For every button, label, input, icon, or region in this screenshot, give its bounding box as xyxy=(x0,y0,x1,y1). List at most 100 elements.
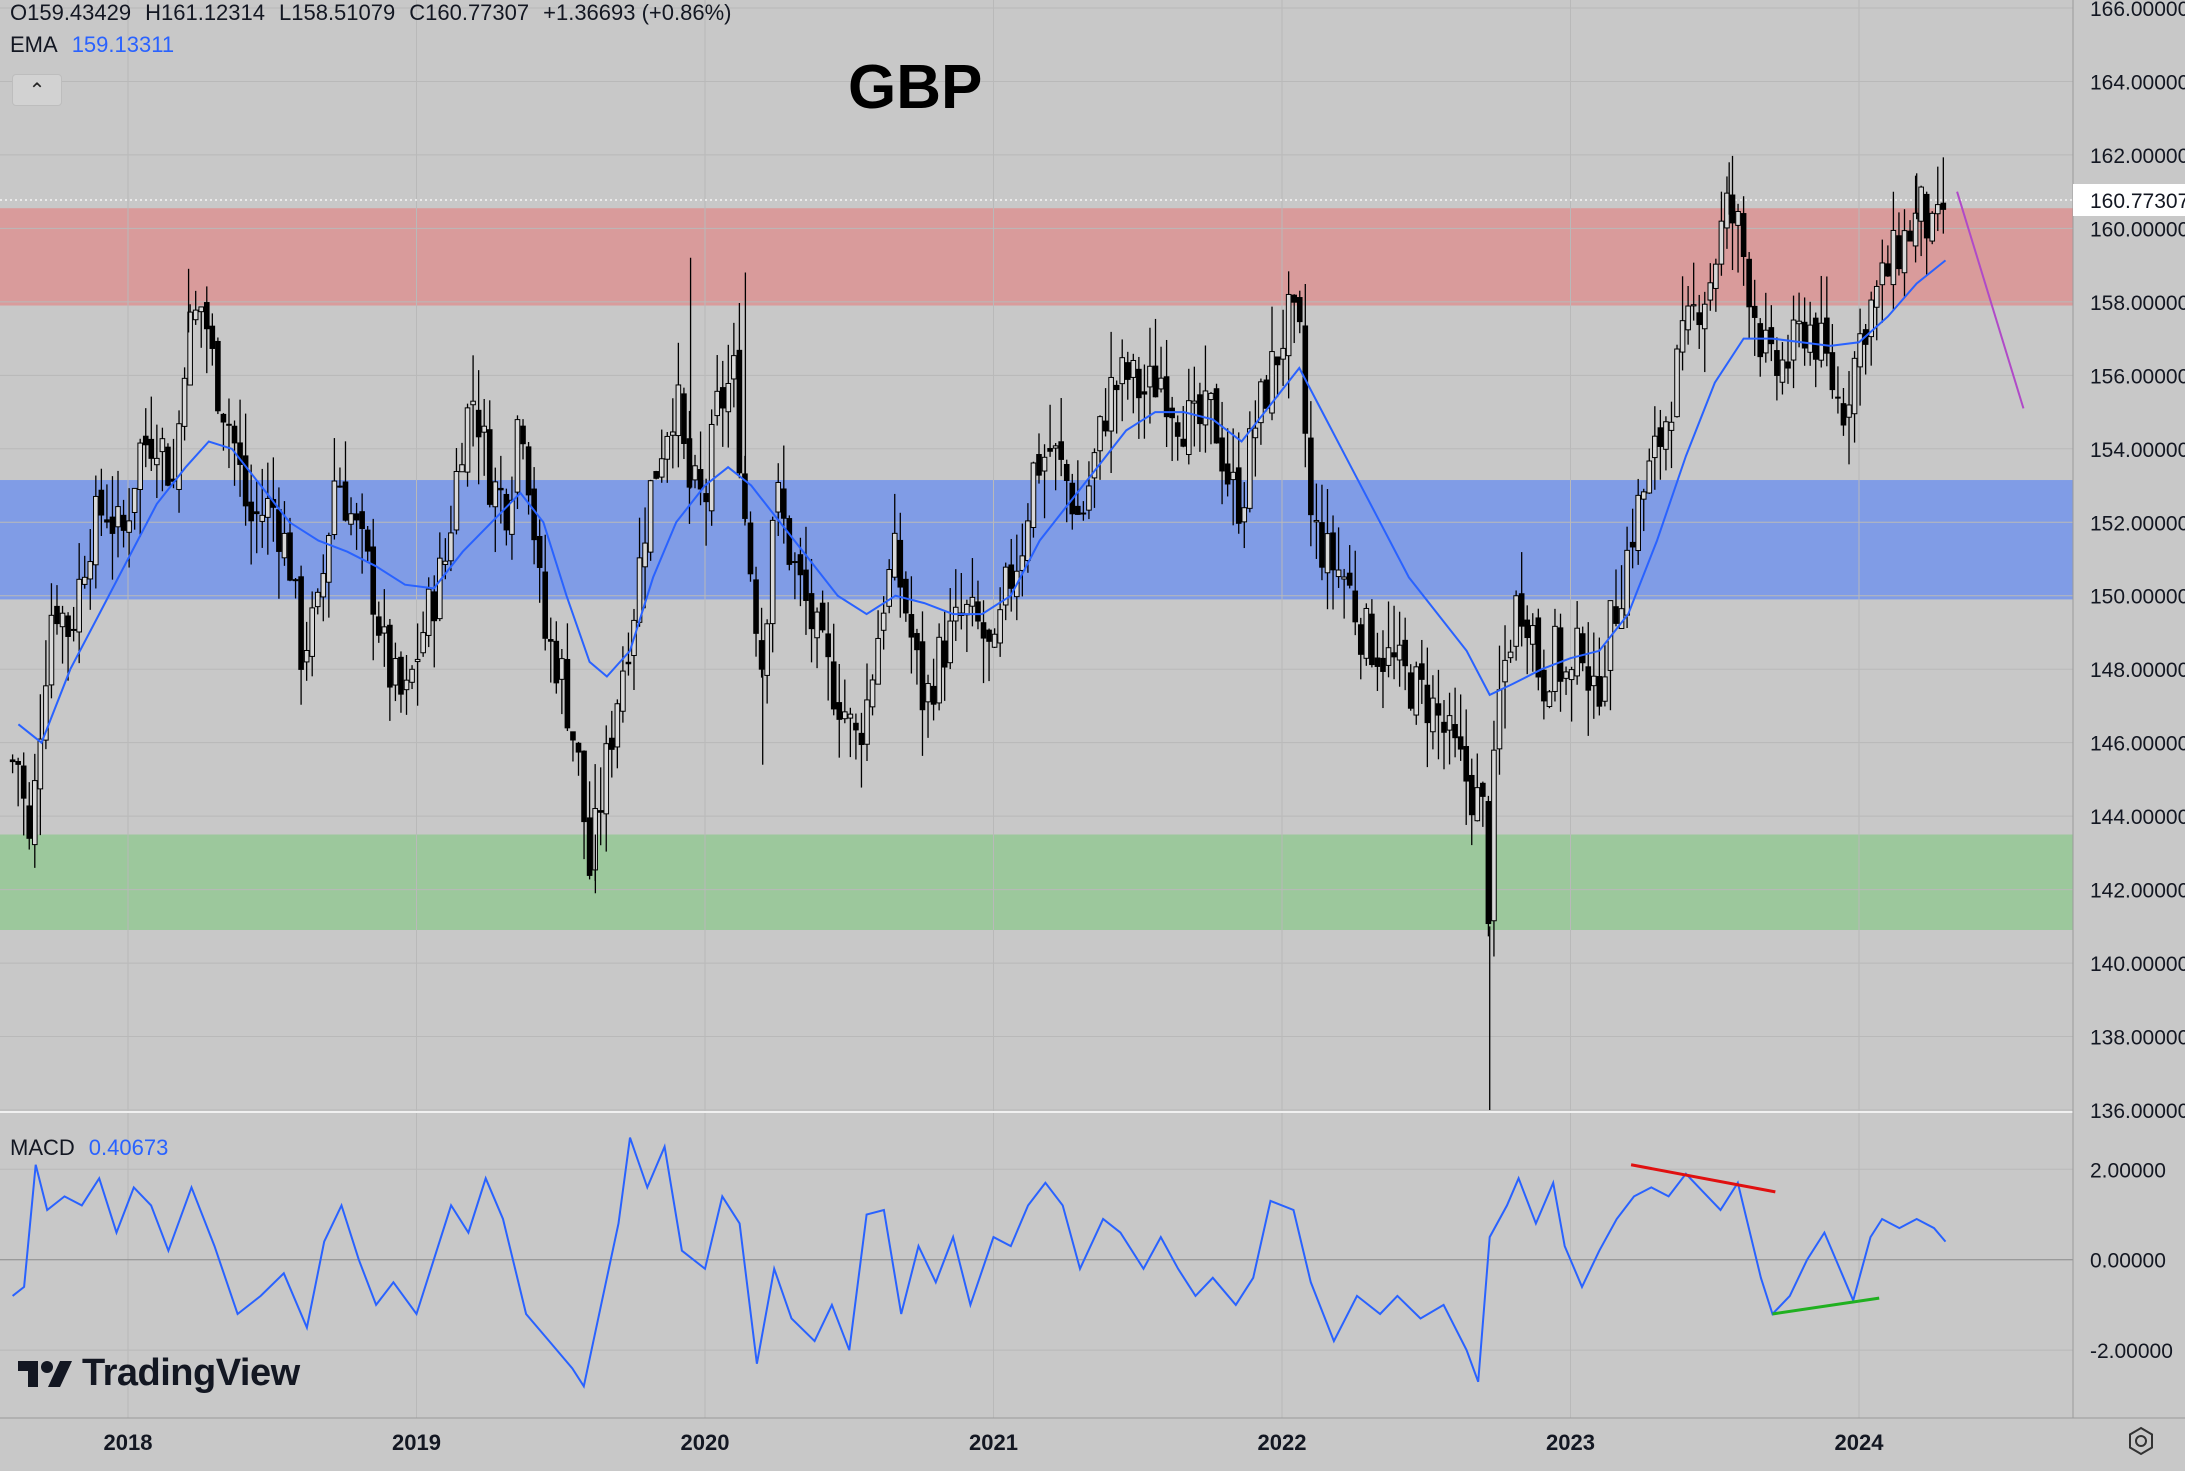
legend-low: L158.51079 xyxy=(279,0,396,25)
candle-body xyxy=(586,817,593,876)
candle-body xyxy=(1357,624,1364,655)
candle-body xyxy=(292,579,299,582)
candle-body xyxy=(1840,403,1847,426)
candle-body xyxy=(120,514,127,531)
candle-body xyxy=(1391,652,1397,658)
candle-body xyxy=(248,501,254,522)
candle-body xyxy=(320,573,327,598)
candle-body xyxy=(437,557,443,620)
candle-body xyxy=(1102,420,1109,432)
candle-body xyxy=(1019,555,1026,571)
candle-body xyxy=(1596,676,1603,707)
candle-body xyxy=(1701,303,1708,330)
candle-body xyxy=(1746,258,1752,308)
candle-body xyxy=(398,656,404,695)
candle-body xyxy=(1341,576,1347,580)
candle-body xyxy=(1457,736,1464,750)
candle-body xyxy=(1063,464,1070,482)
candle-body xyxy=(764,623,770,676)
candle-body xyxy=(731,355,737,380)
candle-body xyxy=(1541,669,1547,702)
candle-body xyxy=(1518,593,1525,627)
candle-body xyxy=(858,732,865,746)
collapse-legend-button[interactable]: ⌃ xyxy=(12,74,62,106)
candle-body xyxy=(1224,463,1231,485)
ema-legend[interactable]: EMA 159.13311 xyxy=(10,32,188,58)
candle-body xyxy=(581,750,587,823)
candle-body xyxy=(1363,607,1370,659)
candle-body xyxy=(1352,590,1359,623)
macd-legend[interactable]: MACD 0.40673 xyxy=(10,1135,182,1161)
candle-body xyxy=(503,493,510,531)
candle-body xyxy=(1735,211,1741,226)
candle-body xyxy=(1474,787,1481,822)
candle-body xyxy=(1929,212,1936,242)
candle-body xyxy=(1213,388,1220,444)
candle-body xyxy=(1291,294,1298,303)
settings-icon[interactable] xyxy=(2126,1426,2156,1456)
candle-body xyxy=(104,519,110,523)
candle-body xyxy=(869,679,876,708)
candle-body xyxy=(1285,293,1292,357)
candle-body xyxy=(1757,323,1764,358)
candle-body xyxy=(1263,379,1270,409)
macd-value: 0.40673 xyxy=(88,1135,169,1160)
legend-high: H161.12314 xyxy=(145,0,265,25)
candle-body xyxy=(1779,359,1786,383)
candle-body xyxy=(1163,376,1170,418)
candle-body xyxy=(1546,691,1553,708)
candle-body xyxy=(1923,193,1930,239)
time-tick-label: 2023 xyxy=(1546,1430,1595,1455)
candle-body xyxy=(1235,467,1242,524)
candle-body xyxy=(670,431,676,436)
candle-body xyxy=(891,532,898,578)
candle-body xyxy=(1097,416,1103,452)
candle-body xyxy=(387,624,393,688)
candle-body xyxy=(803,569,809,601)
candle-body xyxy=(481,425,487,433)
candle-body xyxy=(1668,421,1675,431)
candle-body xyxy=(897,539,904,588)
price-tick-label: 156.00000 xyxy=(2090,365,2185,388)
candle-body xyxy=(1574,627,1580,677)
candle-body xyxy=(1890,229,1897,286)
candle-body xyxy=(675,384,682,437)
candle-body xyxy=(1407,672,1414,709)
candle-body xyxy=(597,810,604,813)
candle-body xyxy=(1158,377,1164,390)
candle-body xyxy=(1807,324,1813,353)
candle-body xyxy=(1424,684,1431,724)
candle-body xyxy=(1319,522,1325,568)
candle-body xyxy=(1873,285,1880,308)
candle-body xyxy=(880,612,887,631)
candle-body xyxy=(1846,404,1852,418)
candle-body xyxy=(1119,357,1126,385)
candle-body xyxy=(1308,437,1314,516)
candle-body xyxy=(886,569,892,607)
price-tick-label: 160.00000 xyxy=(2090,218,2185,241)
time-tick-label: 2021 xyxy=(969,1430,1018,1455)
candle-body xyxy=(1613,606,1619,624)
candle-body xyxy=(1901,230,1908,274)
candle-body xyxy=(375,616,382,636)
candle-body xyxy=(1768,327,1775,345)
candle-body xyxy=(154,457,160,466)
candle-body xyxy=(1507,651,1514,659)
candle-body xyxy=(231,425,238,444)
tradingview-logo[interactable]: TradingView xyxy=(16,1352,300,1395)
candle-body xyxy=(353,513,360,521)
candle-body xyxy=(303,649,310,663)
candle-body xyxy=(281,532,288,559)
candle-body xyxy=(797,554,804,576)
candle-body xyxy=(1851,357,1858,415)
candle-body xyxy=(420,632,426,654)
price-tick-label: 146.00000 xyxy=(2090,733,2185,756)
ema-label: EMA xyxy=(10,32,58,57)
candle-body xyxy=(486,429,493,505)
candle-body xyxy=(1563,671,1569,679)
candle-body xyxy=(1751,305,1758,318)
candle-body xyxy=(98,489,105,516)
candle-body xyxy=(536,535,543,568)
